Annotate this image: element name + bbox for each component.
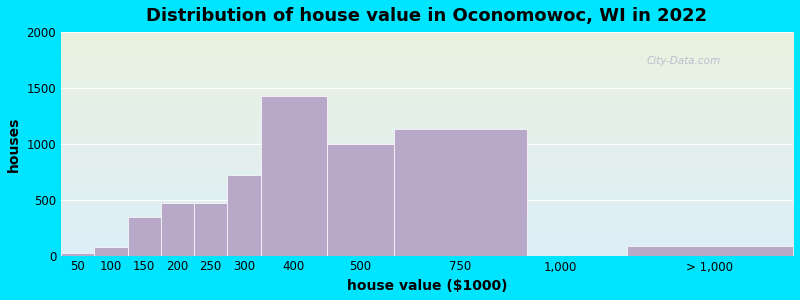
Bar — [227, 175, 261, 256]
Text: City-Data.com: City-Data.com — [646, 56, 721, 66]
Bar — [626, 246, 793, 256]
Title: Distribution of house value in Oconomowoc, WI in 2022: Distribution of house value in Oconomowo… — [146, 7, 707, 25]
Bar — [94, 247, 127, 256]
Bar — [161, 202, 194, 256]
Bar — [261, 96, 327, 256]
Bar — [61, 253, 94, 256]
Bar — [394, 129, 527, 256]
Bar — [327, 144, 394, 256]
X-axis label: house value ($1000): house value ($1000) — [346, 279, 507, 293]
Bar — [127, 217, 161, 256]
Y-axis label: houses: houses — [7, 116, 21, 172]
Bar — [194, 203, 227, 256]
